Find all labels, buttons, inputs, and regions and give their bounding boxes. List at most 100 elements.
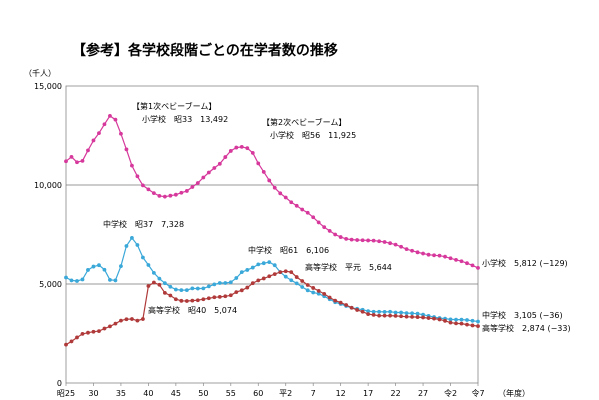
x-tick-label: 50 (198, 389, 208, 398)
data-point (305, 288, 310, 293)
data-point (234, 290, 239, 295)
data-point (91, 329, 96, 334)
data-point (80, 158, 85, 163)
plot-frame (65, 85, 479, 384)
y-tick-label: 15,000 (34, 82, 62, 91)
data-point (130, 163, 134, 168)
x-tick-label: 令2 (444, 388, 457, 398)
data-point (108, 277, 112, 282)
data-point (256, 161, 261, 166)
annotation-high-school-peak-2: 高等学校 平元 5,644 (305, 262, 392, 272)
data-point (278, 270, 283, 275)
data-point (476, 319, 480, 324)
data-point (311, 215, 316, 220)
x-tick-label: 35 (116, 389, 126, 398)
data-point (465, 261, 469, 266)
data-point (393, 310, 398, 315)
data-point (217, 281, 222, 285)
data-point (195, 298, 200, 303)
data-point (245, 146, 250, 151)
data-point (283, 269, 288, 274)
data-point (283, 195, 288, 200)
data-point (75, 335, 79, 340)
data-point (399, 310, 403, 315)
data-point (272, 185, 277, 190)
data-point (415, 311, 420, 316)
data-point (228, 149, 233, 153)
data-point (162, 281, 167, 286)
data-point (195, 286, 200, 291)
annotation-baby-boom-2-value: 小学校 昭56 11,925 (270, 130, 356, 140)
data-point (135, 318, 140, 323)
data-point (86, 148, 90, 153)
data-point (278, 191, 283, 196)
data-point (294, 275, 299, 279)
data-point (113, 278, 118, 283)
x-tick-label: 令7 (471, 388, 484, 398)
data-point (91, 264, 96, 269)
data-point (69, 278, 74, 283)
data-point (338, 300, 343, 305)
data-point (289, 270, 294, 275)
data-point (360, 309, 365, 314)
data-point (459, 317, 464, 322)
data-point (382, 240, 387, 244)
data-point (470, 323, 475, 328)
data-point (130, 236, 134, 240)
data-point (173, 287, 178, 292)
data-point (470, 263, 475, 268)
y-tick-label: 0 (57, 379, 62, 388)
data-point (289, 278, 294, 283)
data-point (465, 322, 469, 327)
data-point (80, 277, 85, 282)
end-label-elementary: 小学校 5,812 (−129) (482, 258, 568, 268)
data-point (300, 285, 305, 289)
x-tick-label: 12 (336, 389, 346, 398)
data-point (421, 315, 425, 320)
data-point (267, 274, 272, 279)
data-point (119, 318, 123, 323)
data-point (212, 295, 217, 300)
data-point (366, 238, 371, 243)
data-point (239, 144, 244, 149)
data-point (157, 193, 162, 198)
x-tick-label: 55 (226, 389, 236, 398)
data-point (393, 313, 398, 318)
data-point (64, 342, 68, 347)
data-point (388, 309, 393, 314)
data-point (190, 286, 195, 291)
data-point (344, 303, 349, 307)
data-point (184, 189, 189, 193)
series-line-2 (65, 270, 479, 346)
data-point (305, 210, 310, 215)
data-point (91, 138, 96, 143)
data-point (316, 220, 321, 225)
data-point (338, 235, 343, 239)
data-point (86, 268, 90, 272)
data-point (437, 253, 442, 258)
data-point (146, 263, 151, 267)
data-point (179, 190, 184, 195)
data-point (234, 276, 239, 280)
data-point (206, 296, 211, 301)
data-point (75, 279, 79, 283)
annotation-baby-boom-1-value: 小学校 昭33 13,492 (142, 114, 228, 124)
data-point (272, 263, 277, 268)
data-point (476, 266, 480, 270)
data-point (448, 317, 453, 322)
data-point (360, 238, 365, 243)
x-tick-label: 平2 (279, 389, 292, 398)
data-point (382, 313, 387, 318)
series-layer (64, 113, 480, 347)
data-point (201, 297, 206, 302)
data-point (119, 131, 123, 136)
data-point (151, 271, 156, 275)
data-point (470, 318, 475, 323)
data-point (141, 183, 145, 188)
annotation-high-school-peak-1: 高等学校 昭40 5,074 (148, 305, 237, 315)
data-point (184, 288, 189, 293)
data-point (443, 254, 447, 259)
series-line-0 (65, 115, 479, 269)
data-point (80, 331, 85, 336)
data-point (141, 255, 145, 260)
